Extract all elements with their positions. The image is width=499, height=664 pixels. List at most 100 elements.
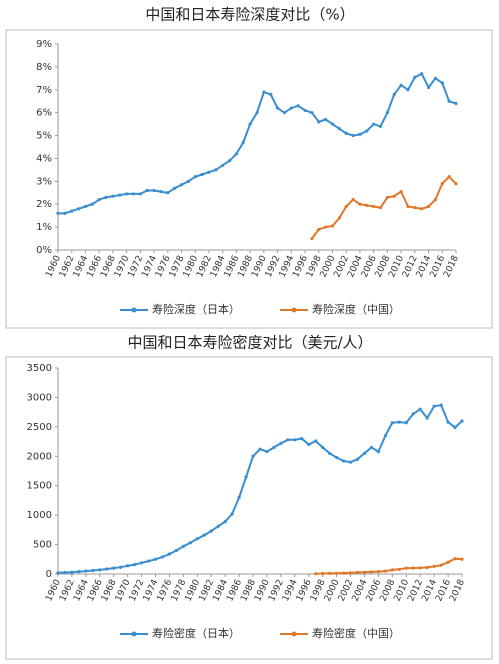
data-point [411,566,415,570]
series-line [311,175,457,240]
data-point [84,569,88,573]
data-point [265,449,269,454]
data-point [303,108,307,112]
data-point [214,168,218,172]
data-point [223,520,227,524]
data-point [413,206,417,210]
legend-marker [131,307,137,313]
data-point [411,412,415,416]
y-tick-label: 7% [36,85,52,96]
legend-marker [291,307,297,313]
data-point [397,567,401,571]
data-point [420,207,424,211]
data-point [454,101,458,106]
data-point [385,195,389,199]
data-point [385,111,389,115]
data-point [390,421,394,425]
series-line [315,557,463,575]
y-tick-label: 8% [36,62,52,73]
data-point [335,571,339,575]
data-point [358,202,362,206]
data-point [279,441,283,445]
data-point [118,193,122,197]
data-point [83,204,88,209]
data-point [351,198,355,202]
data-point [193,175,197,179]
data-point [195,537,199,541]
data-point [406,88,410,92]
data-point [314,439,318,443]
data-point [296,104,300,108]
data-point [314,572,318,576]
data-point [202,533,206,537]
data-point [138,192,142,196]
data-point [392,194,396,198]
data-point [293,438,297,442]
data-point [131,192,136,196]
data-point [63,570,67,575]
data-point [453,425,457,430]
y-tick-label: 1% [36,222,52,233]
data-point [111,194,115,198]
data-point [173,186,177,190]
data-point [262,90,266,94]
data-point [230,512,234,516]
data-point [179,183,184,187]
data-point [119,565,123,569]
data-point [227,159,232,163]
data-point [348,571,353,575]
data-point [348,460,353,464]
y-tick-label: 2% [36,199,52,210]
data-point [425,416,429,420]
data-point [383,569,387,573]
data-point [344,131,348,135]
data-point [139,561,144,565]
y-tick-label: 3% [36,176,52,187]
data-point [126,564,130,568]
data-point [344,204,348,209]
data-point [426,85,431,90]
data-point [369,570,374,574]
y-tick-label: 1500 [27,481,52,492]
data-point [317,120,321,124]
data-point [186,179,190,183]
data-point [446,420,450,424]
data-point [181,544,185,548]
data-point [166,191,170,195]
y-tick-label: 2000 [27,451,52,462]
y-tick-label: 3500 [27,363,52,374]
data-point [90,202,94,206]
data-point [251,454,255,458]
data-point [446,560,450,564]
chart-frame [5,29,493,329]
data-point [432,564,436,568]
data-point [112,566,116,570]
y-tick-label: 1000 [27,510,52,521]
y-tick-label: 5% [36,131,52,142]
series-line [57,403,463,574]
data-point [390,568,394,572]
data-point [362,570,367,574]
y-tick-label: 2500 [27,422,52,433]
data-point [404,566,408,570]
chart-title: 中国和日本寿险深度对比（%） [145,6,354,24]
data-point [372,122,376,126]
data-point [399,83,403,87]
data-point [420,72,424,76]
data-point [104,195,108,199]
data-point [418,407,422,411]
y-tick-label: 500 [33,540,52,551]
data-point [447,175,451,179]
data-point [146,559,151,563]
data-point [378,124,383,128]
data-point [167,552,172,556]
data-point [248,122,252,126]
legend-marker [291,631,297,637]
data-point [160,555,165,559]
data-point [300,437,304,441]
chart-title: 中国和日本寿险密度对比（美元/人） [127,334,372,352]
data-point [63,211,67,215]
legend-label: 寿险密度（中国） [312,626,400,640]
data-point [317,227,321,231]
data-point [70,209,74,213]
